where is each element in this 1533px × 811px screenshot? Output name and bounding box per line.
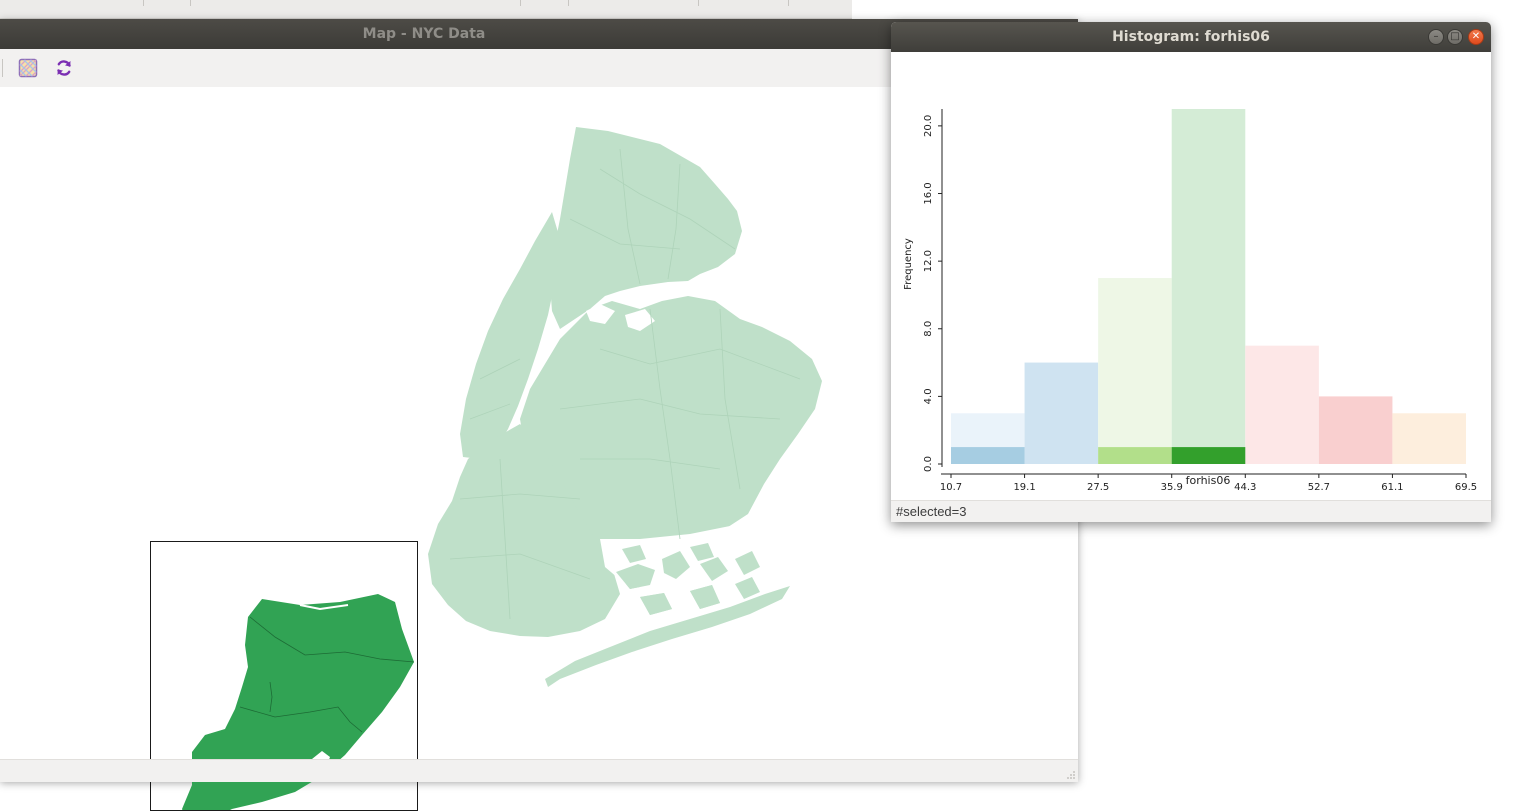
y-tick-label: 8.0 xyxy=(923,321,934,337)
bronx-region xyxy=(550,127,742,329)
bay-islands xyxy=(616,543,760,615)
minimize-icon: – xyxy=(1433,31,1439,42)
histogram-status-bar: #selected=3 xyxy=(891,500,1491,522)
selection-pattern-icon xyxy=(18,58,38,78)
minimize-button[interactable]: – xyxy=(1428,29,1444,45)
map-status-bar xyxy=(0,759,1078,782)
histogram-window: Histogram: forhis06 – □ ✕ 0.0 4.0 8.0 12.0 1… xyxy=(891,22,1491,522)
histogram-bar[interactable] xyxy=(1245,345,1319,464)
nyc-map xyxy=(428,127,822,687)
y-tick-label: 20.0 xyxy=(923,115,934,137)
x-tick-label: 19.1 xyxy=(1013,482,1035,493)
staten-island-region xyxy=(182,594,414,810)
histogram-bar[interactable] xyxy=(1318,396,1393,464)
toolbar-separator xyxy=(2,59,3,77)
x-tick-label: 27.5 xyxy=(1087,482,1109,493)
x-tick-label: 52.7 xyxy=(1308,482,1330,493)
x-tick-label: 10.7 xyxy=(940,482,962,493)
histogram-chart: 0.0 4.0 8.0 12.0 16.0 20.0 10.7 19.1 27.5 35.9 44… xyxy=(903,109,1477,493)
selected-histogram-bar[interactable] xyxy=(1098,447,1172,464)
y-axis-label: Frequency xyxy=(903,238,914,290)
brooklyn-region xyxy=(428,424,620,637)
rockaway-region xyxy=(545,586,790,687)
background-window-edge xyxy=(0,0,852,19)
resize-grip-icon[interactable] xyxy=(1066,770,1076,780)
maximize-button[interactable]: □ xyxy=(1447,29,1463,45)
y-tick-label: 4.0 xyxy=(923,388,934,404)
y-tick-label: 16.0 xyxy=(923,182,934,204)
histogram-bar[interactable] xyxy=(1392,413,1466,464)
x-axis: 10.7 19.1 27.5 35.9 44.3 52.7 61.1 69.5 xyxy=(940,473,1477,493)
manhattan-region xyxy=(460,212,560,459)
separator xyxy=(788,0,789,6)
maximize-icon: □ xyxy=(1450,31,1460,42)
histogram-titlebar[interactable]: Histogram: forhis06 – □ ✕ xyxy=(891,22,1491,52)
histogram-bar[interactable] xyxy=(1171,109,1246,464)
selection-tool-button[interactable] xyxy=(16,56,40,80)
histogram-bar[interactable] xyxy=(1098,278,1172,464)
x-tick-label: 61.1 xyxy=(1381,482,1403,493)
y-tick-label: 0.0 xyxy=(923,456,934,472)
histogram-bar[interactable] xyxy=(1024,362,1099,464)
district-boundaries xyxy=(449,148,801,620)
histogram-selected-bars xyxy=(951,447,1246,464)
selected-histogram-bar[interactable] xyxy=(1171,447,1246,464)
histogram-bars xyxy=(951,109,1466,464)
close-button[interactable]: ✕ xyxy=(1468,29,1484,45)
separator xyxy=(698,0,699,6)
separator xyxy=(190,0,191,6)
map-window-title: Map - NYC Data xyxy=(362,26,486,42)
histogram-plot-area[interactable]: 0.0 4.0 8.0 12.0 16.0 20.0 10.7 19.1 27.5 35.9 44… xyxy=(891,52,1491,500)
y-axis: 0.0 4.0 8.0 12.0 16.0 20.0 xyxy=(923,109,943,472)
x-tick-label: 35.9 xyxy=(1161,482,1183,493)
separator xyxy=(520,0,521,6)
x-tick-label: 44.3 xyxy=(1234,482,1256,493)
y-tick-label: 12.0 xyxy=(923,250,934,272)
inset-boundaries xyxy=(239,616,415,733)
histogram-window-title: Histogram: forhis06 xyxy=(1112,29,1270,45)
x-axis-label: forhis06 xyxy=(1186,474,1231,487)
separator xyxy=(568,0,569,6)
close-icon: ✕ xyxy=(1471,31,1481,42)
refresh-icon xyxy=(57,60,71,76)
queens-region xyxy=(520,296,822,564)
selected-histogram-bar[interactable] xyxy=(951,447,1025,464)
nyc-boroughs xyxy=(428,127,822,687)
separator xyxy=(143,0,144,6)
refresh-button[interactable] xyxy=(52,56,76,80)
x-tick-label: 69.5 xyxy=(1455,482,1477,493)
